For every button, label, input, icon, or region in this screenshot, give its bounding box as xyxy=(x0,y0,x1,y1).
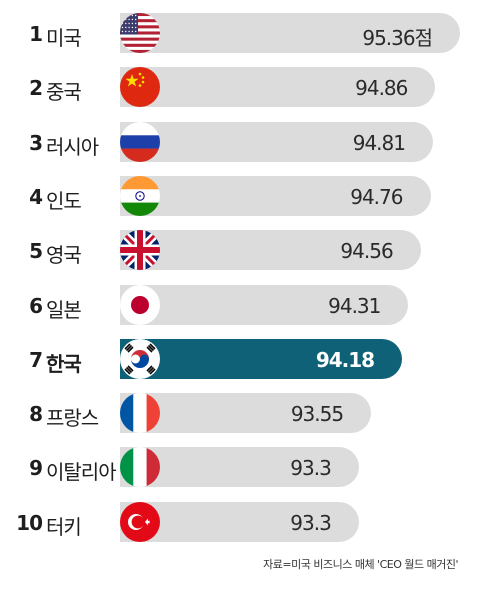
turkey-flag-icon xyxy=(120,501,160,542)
rank-label: 6 xyxy=(29,293,43,318)
country-label: 한국 xyxy=(46,351,82,376)
rank-label: 3 xyxy=(29,130,43,155)
bar: 93.55 xyxy=(120,393,372,434)
bar: 94.86 xyxy=(120,67,436,108)
bar: 94.56 xyxy=(120,230,421,271)
value-label: 94.56 xyxy=(340,239,393,264)
value-label: 93.3 xyxy=(290,510,332,535)
country-label: 미국 xyxy=(46,26,82,50)
bar: 95.36점 xyxy=(120,13,460,53)
rank-label: 10 xyxy=(16,510,43,535)
uk-flag-icon xyxy=(120,230,160,271)
value-label: 95.36점 xyxy=(362,26,433,50)
chart-row: 7 한국 94.18 xyxy=(0,338,480,379)
chart-row: 9 이탈리아 93.3 xyxy=(0,447,480,488)
country-label: 중국 xyxy=(46,80,82,105)
country-label: 이탈리아 xyxy=(46,460,117,485)
value-label: 94.86 xyxy=(355,76,408,101)
russia-flag-icon xyxy=(120,121,160,162)
rank-label: 8 xyxy=(29,402,43,427)
bar: 94.31 xyxy=(120,284,409,325)
korea-flag-icon xyxy=(120,338,160,379)
japan-flag-icon xyxy=(120,284,160,325)
source-note: 자료=미국 비즈니스 매체 'CEO 월드 매거진' xyxy=(263,558,458,571)
rank-label: 9 xyxy=(29,456,43,481)
china-flag-icon xyxy=(120,67,160,108)
chart-row: 3 러시아 94.81 xyxy=(0,121,480,162)
chart-row: 4 인도 94.76 xyxy=(0,175,480,216)
value-label: 94.81 xyxy=(352,130,406,155)
chart-row: 8 프랑스 93.55 xyxy=(0,393,480,434)
chart-row: 10 터키 93.3 xyxy=(0,501,480,542)
country-label: 영국 xyxy=(46,243,82,268)
country-label: 인도 xyxy=(46,188,82,213)
chart-row: 2 중국 94.86 xyxy=(0,67,480,108)
chart-row: 1 미국 95.36점 xyxy=(0,13,480,53)
value-label: 93.3 xyxy=(290,456,332,481)
bar: 94.81 xyxy=(120,121,433,162)
rank-label: 7 xyxy=(29,347,43,372)
country-label: 러시아 xyxy=(46,134,99,159)
value-label: 94.18 xyxy=(315,347,375,372)
bar: 94.18 xyxy=(120,338,403,379)
bar: 94.76 xyxy=(120,175,431,216)
italy-flag-icon xyxy=(120,447,160,488)
value-label: 94.31 xyxy=(328,293,381,318)
chart-row: 5 영국 94.56 xyxy=(0,230,480,271)
us-flag-icon xyxy=(120,13,160,53)
value-label: 93.55 xyxy=(290,402,344,427)
chart-row: 6 일본 94.31 xyxy=(0,284,480,325)
rank-label: 2 xyxy=(29,76,43,101)
rank-label: 4 xyxy=(29,184,43,209)
rank-label: 5 xyxy=(29,239,43,264)
country-label: 일본 xyxy=(46,297,82,322)
country-label: 프랑스 xyxy=(46,406,99,431)
france-flag-icon xyxy=(120,393,160,434)
country-label: 터키 xyxy=(46,514,82,539)
india-flag-icon xyxy=(120,175,160,216)
value-label: 94.76 xyxy=(350,184,403,209)
rank-label: 1 xyxy=(29,22,43,46)
